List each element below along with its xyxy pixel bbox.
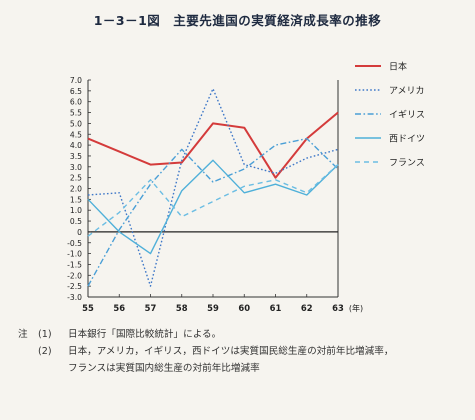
x-tick-label: 57: [145, 303, 157, 313]
legend-label: イギリス: [389, 110, 425, 121]
x-tick-label: 58: [176, 303, 188, 313]
y-tick-label: 2.5: [70, 174, 82, 183]
legend-label: 日本: [389, 61, 407, 73]
y-tick-label: 2.0: [70, 185, 82, 194]
note-line-3: フランスは実質国内総生産の対前年比増減率: [18, 360, 468, 377]
x-tick-label: 55: [82, 303, 94, 313]
chart-title: 1－3－1図 主要先進国の実質経済成長率の推移: [93, 13, 382, 28]
x-tick-label: 60: [238, 303, 250, 313]
y-tick-label: 4.0: [70, 141, 82, 150]
series-line-5: [87, 164, 339, 237]
series-line-1: [87, 111, 339, 179]
x-tick-label: 59: [207, 303, 219, 313]
y-tick-label: 7.0: [70, 76, 82, 85]
x-unit-label: (年): [349, 303, 363, 313]
series-layer: [87, 87, 339, 287]
y-tick-label: 0: [77, 228, 82, 237]
note-line-2: (2) 日本，アメリカ，イギリス，西ドイツは実質国民総生産の対前年比増減率，: [18, 343, 468, 360]
y-tick-label: 5.0: [70, 119, 82, 128]
y-tick-label: 0.5: [70, 217, 82, 226]
x-tick-label: 63: [332, 303, 344, 313]
y-tick-label: 6.5: [70, 87, 82, 96]
series-line-3: [87, 137, 339, 287]
y-tick-label: -2.0: [67, 271, 82, 280]
line-chart: 7.0 6.5 6.0 5.55.0 4.5 4.0 3.5 3.0 2.5 2.01.5 1.0 0…: [67, 61, 425, 314]
x-tick-label: 56: [113, 303, 125, 313]
legend-label: フランス: [389, 158, 425, 169]
y-tick-label: 4.5: [70, 130, 82, 139]
note-text: 日本銀行「国際比較統計」による。: [68, 329, 222, 340]
chart-axes: 7.0 6.5 6.0 5.55.0 4.5 4.0 3.5 3.0 2.5 2.01.5 1.0 0…: [67, 76, 363, 313]
y-tick-label: -0.5: [67, 239, 82, 248]
legend-label: アメリカ: [389, 86, 425, 97]
y-tick-label: -3.0: [67, 293, 82, 302]
note-text: フランスは実質国内総生産の対前年比増減率: [68, 363, 260, 374]
x-tick-label: 61: [270, 303, 282, 313]
series-line-4: [87, 159, 339, 255]
y-tick-label: 1.0: [70, 206, 82, 215]
legend-label: 西ドイツ: [389, 134, 425, 145]
y-tick-label: 1.5: [70, 195, 82, 204]
note-number: (2): [38, 346, 52, 357]
y-tick-label: -1.5: [67, 260, 82, 269]
y-tick-label: -1.0: [67, 250, 82, 259]
note-prefix: 注: [18, 329, 28, 340]
y-tick-label: -2.5: [67, 282, 82, 291]
footnotes: 注 (1) 日本銀行「国際比較統計」による。 (2) 日本，アメリカ，イギリス，西ドイ…: [18, 326, 468, 377]
y-tick-label: 5.5: [70, 109, 82, 118]
note-text: 日本，アメリカ，イギリス，西ドイツは実質国民総生産の対前年比増減率，: [68, 346, 394, 357]
y-tick-label: 6.0: [70, 98, 82, 107]
y-tick-label: 3.5: [70, 152, 82, 161]
note-line-1: 注 (1) 日本銀行「国際比較統計」による。: [18, 326, 468, 343]
series-line-2: [87, 87, 339, 287]
x-tick-label: 62: [301, 303, 313, 313]
note-number: (1): [38, 329, 52, 340]
y-tick-label: 3.0: [70, 163, 82, 172]
